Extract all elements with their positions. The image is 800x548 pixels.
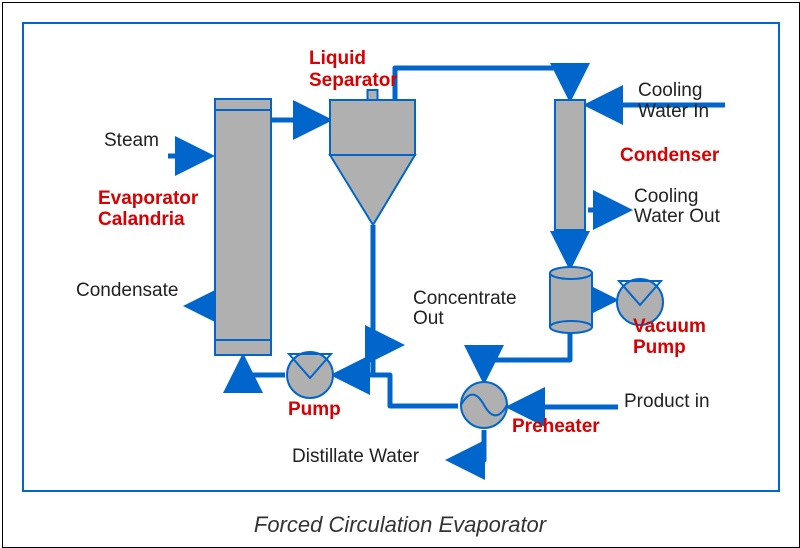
sep-down-pump — [335, 345, 373, 375]
label-condenser: Condenser — [620, 145, 719, 167]
label-liqsep1: Liquid — [309, 48, 366, 70]
sep-to-cond — [395, 68, 570, 98]
label-productin: Product in — [624, 391, 710, 413]
label-coolingout1: Cooling — [634, 186, 698, 208]
pump-to-evap — [243, 358, 285, 375]
label-preheater: Preheater — [512, 416, 600, 438]
receiver — [550, 273, 592, 327]
label-evaporator2: Calandria — [98, 209, 185, 231]
distillate-out — [450, 430, 484, 460]
preheat-to-pump — [335, 375, 458, 406]
label-concout2: Out — [413, 308, 444, 330]
label-condensate: Condensate — [76, 280, 178, 302]
label-vacuum2: Pump — [633, 337, 686, 359]
diagram-frame: Steam EvaporatorCalandria Condensate Pump Li… — [0, 0, 800, 548]
label-steam: Steam — [104, 130, 159, 152]
label-distillate: Distillate Water — [292, 446, 419, 468]
label-pump: Pump — [288, 399, 341, 421]
label-coolingout2: Water Out — [634, 206, 720, 228]
label-liqsep2: Separator — [309, 70, 398, 92]
caption: Forced Circulation Evaporator — [0, 512, 800, 538]
label-coolingin2: Water In — [638, 101, 709, 123]
label-vacuum1: Vacuum — [633, 316, 706, 338]
rcv-down — [484, 332, 570, 380]
label-concout1: Concentrate — [413, 288, 517, 310]
label-coolingin1: Cooling — [638, 80, 702, 102]
label-evaporator1: Evaporator — [98, 188, 198, 210]
